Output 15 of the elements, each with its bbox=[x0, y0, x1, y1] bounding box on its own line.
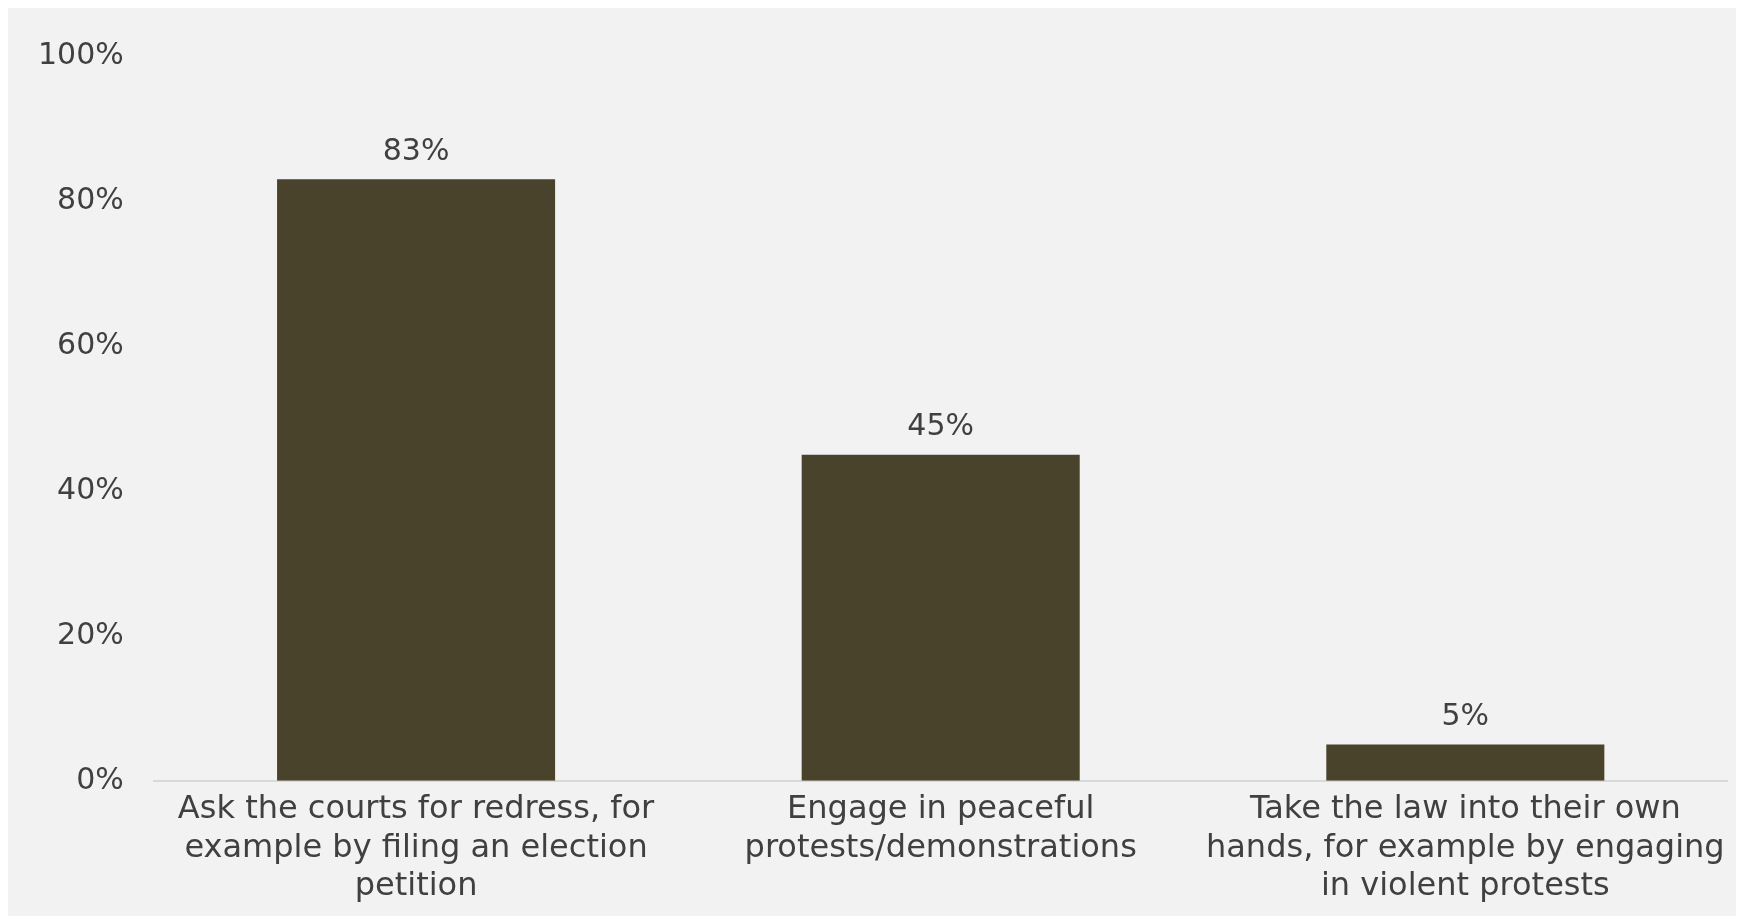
x-tick-label: Ask the courts for redress, for example by filing an election petition bbox=[177, 788, 656, 904]
data-label: 5% bbox=[1441, 697, 1490, 733]
y-tick-label: 40% bbox=[57, 470, 124, 506]
bar bbox=[1326, 744, 1605, 781]
x-tick-label: Engage in peaceful protests/demonstrations bbox=[744, 788, 1137, 865]
bar bbox=[277, 179, 556, 781]
y-tick-label: 0% bbox=[76, 760, 124, 796]
y-tick-label: 60% bbox=[57, 325, 124, 361]
data-label: 45% bbox=[907, 407, 975, 443]
data-label: 83% bbox=[382, 132, 450, 168]
y-tick-label: 100% bbox=[37, 35, 124, 71]
y-tick-label: 20% bbox=[57, 615, 124, 651]
y-tick-label: 80% bbox=[57, 180, 124, 216]
x-tick-label: Take the law into their own hands, for example by engaging in violent protests bbox=[1205, 788, 1725, 904]
bar bbox=[801, 454, 1080, 781]
